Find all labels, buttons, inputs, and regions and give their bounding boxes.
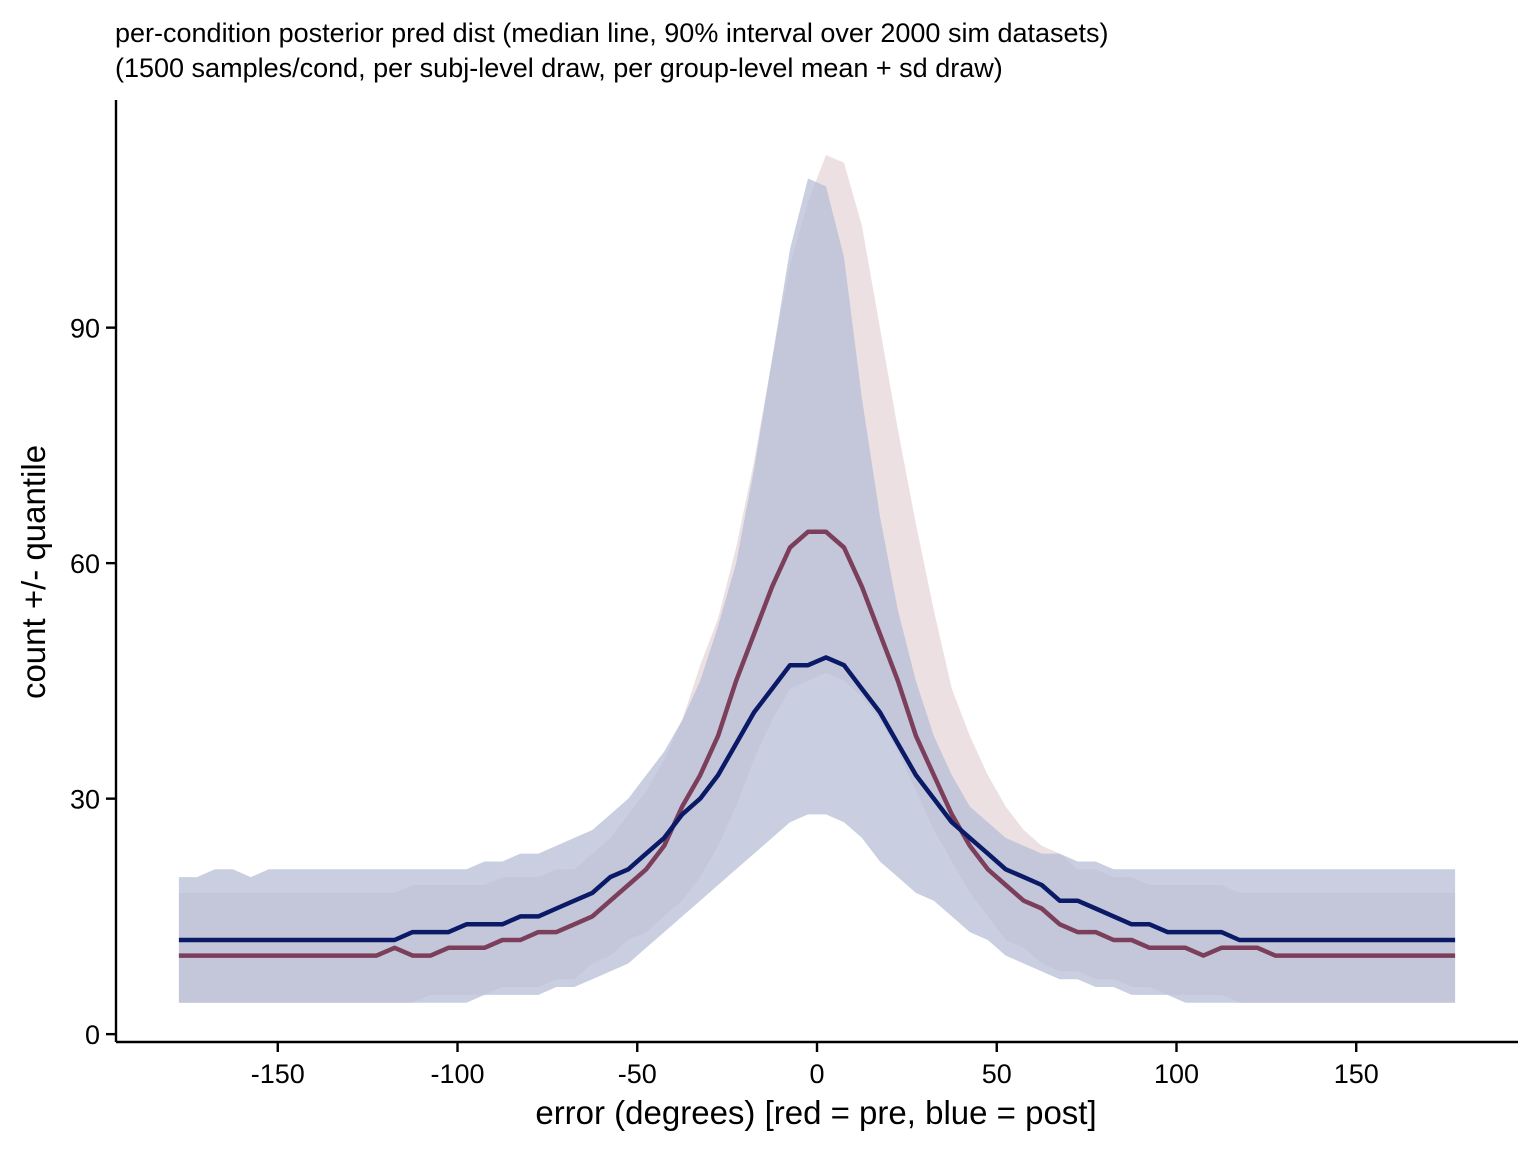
median-line-pre bbox=[178, 529, 1456, 958]
x-axis-title: error (degrees) [red = pre, blue = post] bbox=[535, 1094, 1096, 1131]
interval-band-post bbox=[178, 178, 1456, 1003]
median-line-post bbox=[178, 655, 1456, 943]
x-tick-label: 150 bbox=[1334, 1059, 1379, 1089]
x-tick-label: 50 bbox=[982, 1059, 1012, 1089]
x-tick-label: 100 bbox=[1154, 1059, 1199, 1089]
x-tick-label: -50 bbox=[618, 1059, 657, 1089]
y-axis-ticks: 0 30 60 90 bbox=[70, 314, 116, 1050]
x-tick-label: -150 bbox=[251, 1059, 305, 1089]
y-tick-label: 90 bbox=[70, 314, 100, 344]
y-tick-label: 30 bbox=[70, 785, 100, 815]
chart-title: per-condition posterior pred dist (media… bbox=[115, 18, 1109, 48]
x-tick-label: -100 bbox=[430, 1059, 484, 1089]
x-tick-label: 0 bbox=[809, 1059, 824, 1089]
x-axis-ticks: -150 -100 -50 0 50 100 150 bbox=[251, 1042, 1379, 1089]
y-tick-label: 60 bbox=[70, 549, 100, 579]
chart-subtitle: (1500 samples/cond, per subj-level draw,… bbox=[115, 53, 1003, 83]
y-axis-title: count +/- quantile bbox=[15, 445, 52, 699]
y-tick-label: 0 bbox=[85, 1020, 100, 1050]
plot-area bbox=[178, 155, 1456, 1003]
